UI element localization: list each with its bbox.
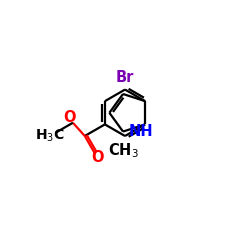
Text: NH: NH [128,124,153,139]
Text: CH$_3$: CH$_3$ [108,142,139,160]
Text: O: O [64,110,76,125]
Text: O: O [91,150,103,165]
Text: H$_3$C: H$_3$C [35,128,65,144]
Text: Br: Br [116,70,134,85]
